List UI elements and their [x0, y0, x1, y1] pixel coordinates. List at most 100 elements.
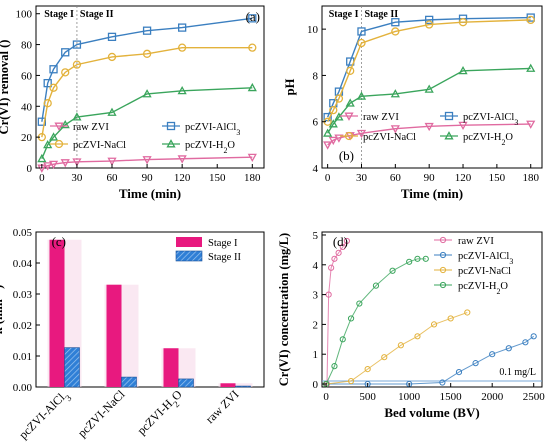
y-axis-label: Cr(VI) removal () — [0, 40, 11, 135]
data-point — [61, 68, 70, 77]
legend-label: pcZVI-H2O — [463, 132, 513, 147]
data-point — [414, 333, 421, 340]
data-point — [347, 315, 355, 322]
data-point — [458, 65, 468, 75]
x-tick-label: 30 — [356, 172, 368, 184]
data-point — [447, 315, 454, 322]
data-point — [48, 132, 59, 141]
y-axis-label: Cr(VI) concentration (mg/L) — [277, 233, 291, 386]
y-tick-label: 8 — [313, 70, 319, 82]
data-point — [422, 255, 429, 262]
x-tick-label: 500 — [359, 391, 376, 403]
legend-marker — [439, 281, 447, 289]
panel-a: Stage I Stage II 0 20 40 60 80 100 0 30 60 90 120 150… — [0, 5, 265, 201]
bar — [220, 383, 236, 387]
data-point — [345, 98, 355, 107]
y-tick-label: 4 — [313, 163, 319, 175]
data-point — [522, 339, 529, 346]
category-label: pcZVI-H2O — [134, 387, 187, 440]
data-point — [397, 342, 404, 349]
data-point — [325, 291, 332, 298]
panel-d: 0.1 mg/L 0 1 2 3 4 5 0 500 1000 1500 2000 2500 Bed vo… — [277, 230, 545, 420]
x-tick-label: 0 — [325, 172, 331, 184]
y-tick-label: 20 — [21, 132, 33, 144]
x-tick-label: 150 — [489, 172, 506, 184]
y-tick-label: 1 — [313, 349, 319, 361]
bar — [163, 348, 179, 387]
data-point — [389, 267, 396, 274]
data-point — [339, 336, 346, 343]
legend-marker — [439, 266, 447, 274]
data-point — [424, 122, 434, 132]
legend-marker — [444, 131, 454, 140]
bar — [64, 347, 80, 388]
data-point — [37, 117, 46, 126]
x-tick-label: 90 — [424, 172, 436, 184]
data-point — [329, 105, 338, 115]
data-point — [72, 158, 82, 167]
data-point — [72, 40, 82, 49]
bar — [106, 284, 122, 387]
data-point — [49, 65, 58, 74]
data-point — [248, 43, 257, 52]
plot-frame — [35, 5, 265, 169]
data-point — [364, 366, 371, 373]
legend-marker — [344, 131, 354, 141]
data-point — [458, 18, 468, 27]
stage-label: Stage I — [44, 9, 74, 20]
data-point — [107, 32, 117, 42]
category-label: raw ZVI — [203, 387, 242, 426]
series-line — [326, 240, 348, 385]
data-point — [414, 255, 421, 262]
data-point — [505, 345, 512, 352]
data-point — [61, 48, 70, 57]
x-tick-label: 180 — [244, 172, 261, 184]
data-point — [247, 153, 257, 163]
legend-marker — [166, 139, 176, 148]
y-axis-label: pH — [283, 78, 297, 95]
data-point — [381, 354, 388, 361]
data-point — [323, 128, 333, 137]
y-tick-label: 80 — [21, 40, 33, 52]
data-point — [142, 49, 152, 58]
data-point — [526, 13, 535, 22]
data-point — [60, 119, 70, 129]
data-point — [430, 321, 438, 328]
data-point — [43, 140, 53, 149]
data-point — [425, 15, 434, 25]
y-tick-label: 0.00 — [13, 382, 33, 394]
data-point — [334, 94, 344, 103]
reference-line-label: 0.1 mg/L — [499, 367, 536, 378]
data-point — [328, 136, 338, 146]
stage-label: Stage II — [80, 9, 114, 20]
data-point — [142, 156, 152, 165]
bar — [49, 239, 65, 387]
data-point — [107, 107, 117, 116]
legend-label: pcZVI-H2O — [458, 281, 508, 296]
legend-label: raw ZVI — [458, 236, 494, 247]
data-point — [331, 363, 338, 370]
y-tick-label: 0 — [27, 163, 33, 175]
data-point — [49, 83, 58, 92]
stage-label: Stage II — [364, 9, 398, 20]
data-point — [356, 300, 363, 307]
legend-marker — [54, 122, 64, 131]
x-axis-label: Time (min) — [401, 186, 463, 201]
x-tick-label: 60 — [107, 172, 119, 184]
legend-swatch — [175, 250, 203, 262]
panel-c: pcZVI-AlCl3 pcZVI-NaCl pcZVI-H2O raw ZVI 0.0… — [0, 227, 265, 442]
legend-marker — [54, 139, 64, 149]
data-point — [343, 237, 351, 245]
series-line — [327, 67, 531, 134]
data-point — [391, 18, 400, 27]
legend-label: pcZVI-NaCl — [458, 266, 511, 277]
data-point — [43, 78, 52, 88]
series-line — [327, 19, 531, 123]
x-tick-label: 0 — [39, 172, 45, 184]
data-point — [530, 333, 537, 340]
y-tick-label: 0.01 — [13, 351, 32, 363]
data-point — [357, 38, 366, 48]
data-point — [472, 360, 479, 367]
data-point — [339, 243, 346, 251]
data-point — [48, 160, 59, 169]
